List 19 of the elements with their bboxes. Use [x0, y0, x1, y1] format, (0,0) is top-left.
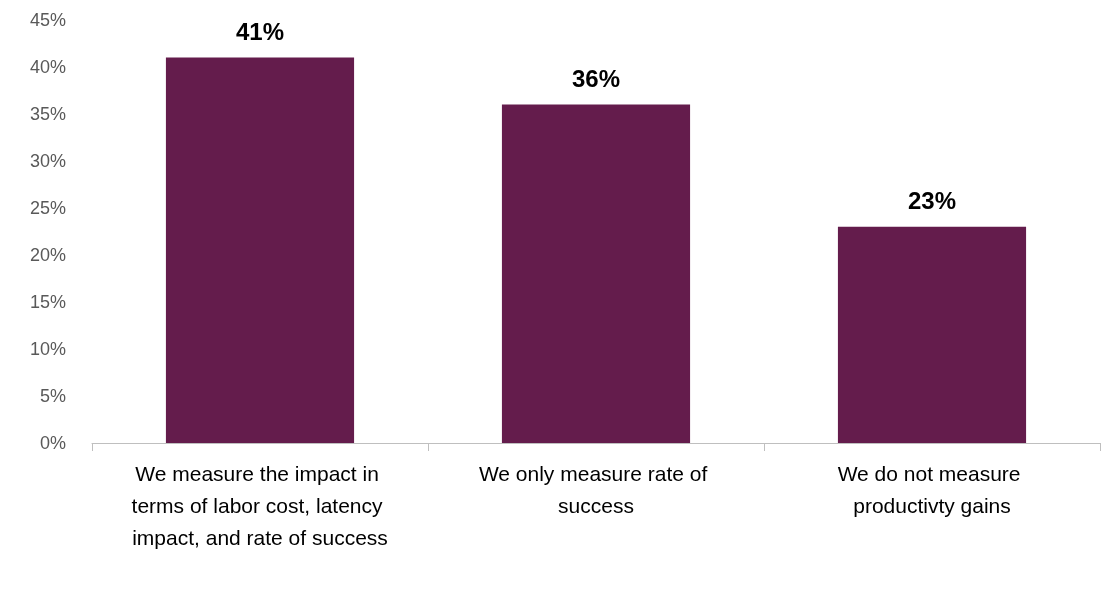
x-tick-label: We only measure rate of success [478, 461, 714, 517]
y-tick-label: 10% [29, 339, 66, 359]
bar [837, 226, 1027, 443]
y-tick-label: 35% [29, 104, 66, 124]
y-tick-label: 40% [29, 57, 66, 77]
data-label: 36% [571, 65, 621, 93]
y-tick-label: 0% [39, 433, 66, 453]
y-tick-label: 45% [29, 10, 66, 30]
y-tick-label: 25% [29, 198, 66, 218]
data-label: 41% [235, 18, 285, 46]
y-tick-label: 20% [29, 245, 66, 265]
bar [165, 57, 355, 443]
data-label: 23% [907, 187, 957, 215]
bar [501, 104, 691, 443]
y-tick-label: 15% [29, 292, 66, 312]
y-tick-label: 5% [39, 386, 66, 406]
x-tick-label: We measure the impact in terms of labor cost, latency impact, and rate of success [131, 461, 389, 549]
y-tick-label: 30% [29, 151, 66, 171]
x-tick-label: We do not measure productivty gains [837, 461, 1027, 517]
